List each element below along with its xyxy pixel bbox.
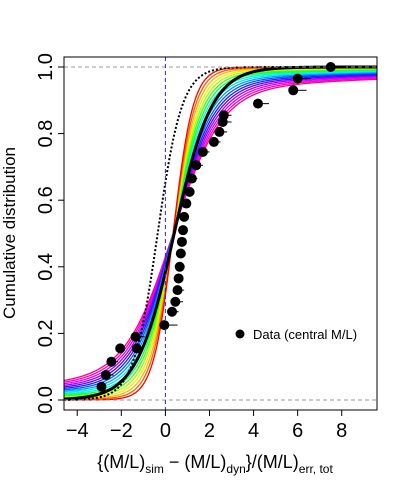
data-point-15 <box>178 225 189 236</box>
y-tick-label-1: 0.0 <box>35 386 57 414</box>
y-axis-label: Cumulative distribution <box>0 147 19 319</box>
data-point-26 <box>252 98 263 109</box>
legend-label: Data (central M/L) <box>253 327 357 342</box>
data-point-1 <box>96 381 107 392</box>
x-tick-label-6: 6 <box>292 420 303 442</box>
model-curve-13 <box>63 74 378 388</box>
model-curve-6 <box>63 68 378 397</box>
data-point-6 <box>131 343 142 354</box>
x-axis-label: {(M/L)sim − (M/L)dyn}/(M/L)err, tot <box>97 452 333 476</box>
legend: Data (central M/L) <box>235 327 357 342</box>
data-point-12 <box>174 261 185 272</box>
data-point-5 <box>130 331 141 342</box>
x-axis-label-sub-dyn: dyn <box>226 462 245 476</box>
x-axis-label-mid: − (M/L) <box>164 452 227 472</box>
data-point-16 <box>179 211 190 222</box>
data-point-11 <box>173 273 184 284</box>
x-tick-label-1: −4 <box>66 420 89 442</box>
model-curve-12 <box>63 73 378 389</box>
y-tick-label-4: 0.6 <box>35 186 57 214</box>
data-points-group <box>96 61 347 392</box>
data-point-23 <box>214 126 225 137</box>
data-point-9 <box>170 296 181 307</box>
x-tick-label-2: −2 <box>110 420 133 442</box>
data-point-19 <box>186 173 197 184</box>
plot-frame <box>63 56 378 411</box>
data-point-3 <box>106 356 117 367</box>
data-point-8 <box>167 306 178 317</box>
data-point-14 <box>176 236 187 247</box>
data-point-28 <box>292 73 303 84</box>
data-point-25 <box>218 110 229 121</box>
y-tick-label-5: 0.8 <box>35 120 57 148</box>
x-tick-label-3: 0 <box>160 420 171 442</box>
x-axis-label-tail: }/(M/L) <box>246 452 299 472</box>
data-point-20 <box>191 160 202 171</box>
data-point-13 <box>175 248 186 259</box>
data-point-29 <box>325 61 336 72</box>
legend-marker <box>235 329 245 339</box>
data-point-18 <box>184 186 195 197</box>
x-tick-label-7: 8 <box>336 420 347 442</box>
x-axis-label-lead: {(M/L) <box>97 452 145 472</box>
data-point-22 <box>208 136 219 147</box>
x-tick-label-5: 4 <box>248 420 259 442</box>
data-point-7 <box>159 320 170 331</box>
model-curve-10 <box>63 71 378 392</box>
model-curves-group <box>63 65 378 401</box>
data-point-10 <box>172 285 183 296</box>
reference-lines-group <box>64 57 377 410</box>
y-tick-label-2: 0.2 <box>35 319 57 347</box>
data-point-2 <box>100 370 111 381</box>
model-curve-5 <box>63 68 378 398</box>
y-tick-label-3: 0.4 <box>35 253 57 281</box>
data-point-17 <box>181 198 192 209</box>
x-tick-label-4: 2 <box>204 420 215 442</box>
x-axis-label-sub-sim: sim <box>145 462 164 476</box>
x-axis-label-sub-err: err, tot <box>299 462 334 476</box>
data-point-4 <box>115 343 126 354</box>
y-tick-label-6: 1.0 <box>35 53 57 81</box>
model-curve-11 <box>63 72 378 391</box>
data-point-27 <box>288 85 299 96</box>
data-point-21 <box>197 146 208 157</box>
axes-group: −4 −2 0 2 4 6 8 0.0 0.2 0.4 0.6 0.8 1.0 <box>35 53 347 442</box>
